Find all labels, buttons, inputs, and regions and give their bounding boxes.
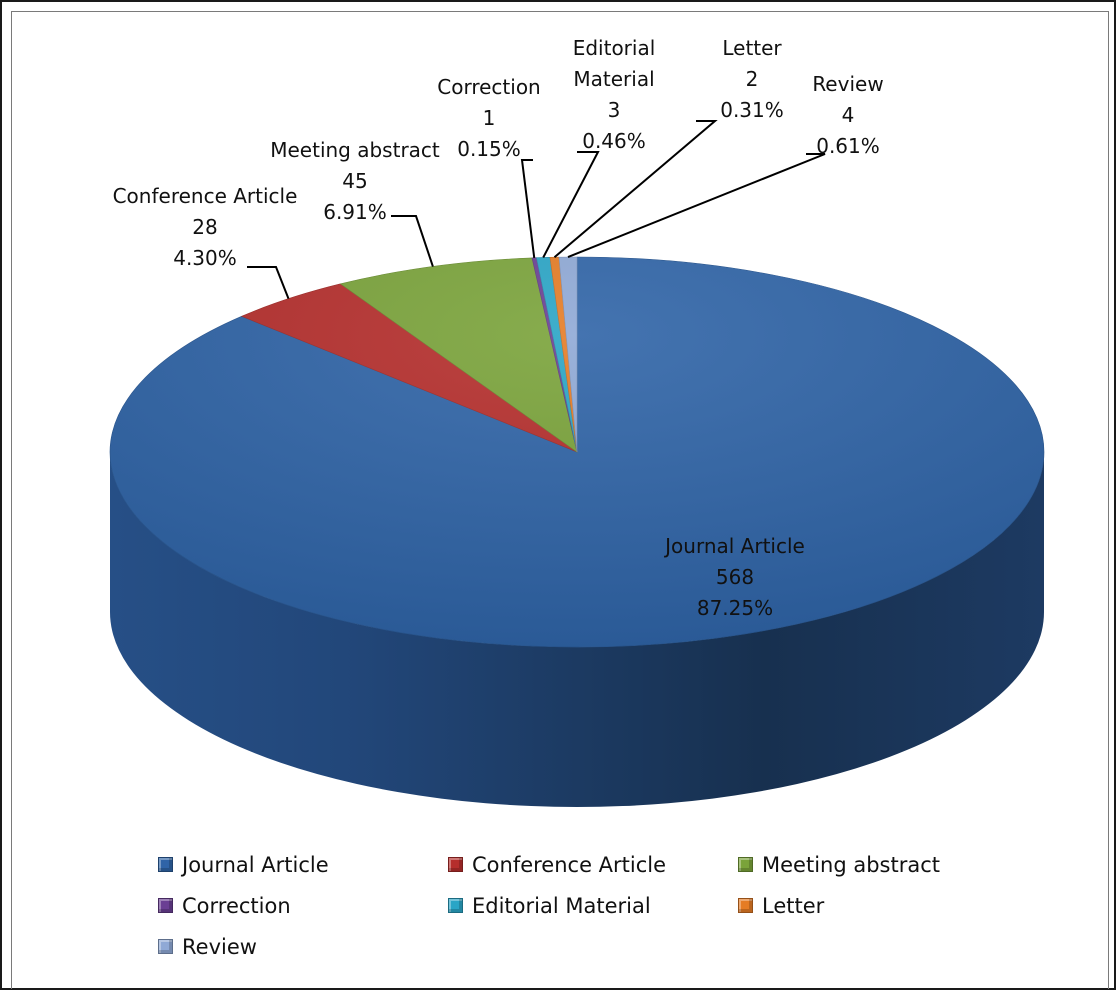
legend-swatch bbox=[158, 939, 173, 954]
legend-swatch bbox=[158, 857, 173, 872]
side-wall-journal-article bbox=[110, 452, 1044, 807]
legend-item-correction: Correction bbox=[158, 894, 448, 918]
data-label-line: 0.61% bbox=[816, 134, 880, 158]
legend-label: Meeting abstract bbox=[762, 852, 940, 877]
data-label-line: Conference Article bbox=[113, 184, 298, 208]
data-label-line: Meeting abstract bbox=[270, 138, 440, 162]
leader-line-meeting-abstract bbox=[391, 215, 434, 267]
chart-area bbox=[11, 11, 1109, 989]
data-label-line: Journal Article bbox=[663, 534, 805, 558]
slice-labels: Journal Article 568 87.25% Conference Artic… bbox=[113, 36, 884, 620]
data-label-line: Letter bbox=[722, 36, 782, 60]
legend-label: Editorial Material bbox=[472, 893, 651, 918]
leader-line-correction bbox=[520, 159, 536, 258]
data-label-line: Material bbox=[573, 67, 654, 91]
legend-label: Conference Article bbox=[472, 852, 667, 877]
data-label-letter: Letter 2 0.31% bbox=[720, 36, 784, 122]
data-label-conference-article: Conference Article 28 4.30% bbox=[113, 184, 298, 270]
leader-line-conference-article bbox=[247, 266, 290, 300]
legend-item-review: Review bbox=[158, 935, 448, 959]
legend-swatch bbox=[738, 857, 753, 872]
data-label-line: Review bbox=[812, 72, 883, 96]
data-label-editorial-material: Editorial Material 3 0.46% bbox=[573, 36, 656, 153]
leader-line-review bbox=[567, 153, 826, 258]
data-label-line: 87.25% bbox=[697, 596, 773, 620]
pie-side-walls bbox=[110, 452, 1044, 807]
legend-item-conference-article: Conference Article bbox=[448, 853, 738, 877]
pie-slices bbox=[109, 256, 1045, 648]
data-label-line: 3 bbox=[608, 98, 621, 122]
leader-line-editorial-material bbox=[542, 151, 600, 258]
data-label-journal-article: Journal Article 568 87.25% bbox=[663, 534, 805, 620]
data-label-meeting-abstract: Meeting abstract 45 6.91% bbox=[270, 138, 440, 224]
data-label-review: Review 4 0.61% bbox=[812, 72, 883, 158]
legend-swatch bbox=[448, 857, 463, 872]
data-label-line: 568 bbox=[716, 565, 754, 589]
legend-item-meeting-abstract: Meeting abstract bbox=[738, 853, 978, 877]
legend-label: Correction bbox=[182, 893, 291, 918]
pie-top-shading bbox=[110, 257, 1044, 647]
data-label-line: 45 bbox=[342, 169, 367, 193]
legend-swatch bbox=[158, 898, 173, 913]
data-label-line: 4 bbox=[842, 103, 855, 127]
leader-line-letter bbox=[553, 120, 718, 258]
legend-swatch bbox=[448, 898, 463, 913]
legend-swatch bbox=[738, 898, 753, 913]
legend: Journal Article Conference Article Meeti… bbox=[158, 844, 978, 967]
data-label-line: 6.91% bbox=[323, 200, 387, 224]
leader-lines bbox=[247, 120, 826, 300]
data-label-correction: Correction 1 0.15% bbox=[437, 75, 540, 161]
data-label-line: 0.31% bbox=[720, 98, 784, 122]
legend-label: Review bbox=[182, 934, 257, 959]
data-label-line: 0.15% bbox=[457, 137, 521, 161]
data-label-line: 1 bbox=[483, 106, 496, 130]
data-label-line: Correction bbox=[437, 75, 540, 99]
data-label-line: Editorial bbox=[573, 36, 656, 60]
legend-row: Review bbox=[158, 926, 978, 967]
legend-row: Correction Editorial Material Letter bbox=[158, 885, 978, 926]
legend-label: Journal Article bbox=[182, 852, 329, 877]
legend-item-editorial-material: Editorial Material bbox=[448, 894, 738, 918]
legend-row: Journal Article Conference Article Meeti… bbox=[158, 844, 978, 885]
legend-label: Letter bbox=[762, 893, 825, 918]
legend-item-journal-article: Journal Article bbox=[158, 853, 448, 877]
data-label-line: 2 bbox=[746, 67, 759, 91]
data-label-line: 4.30% bbox=[173, 246, 237, 270]
legend-item-letter: Letter bbox=[738, 894, 978, 918]
data-label-line: 0.46% bbox=[582, 129, 646, 153]
data-label-line: 28 bbox=[192, 215, 217, 239]
